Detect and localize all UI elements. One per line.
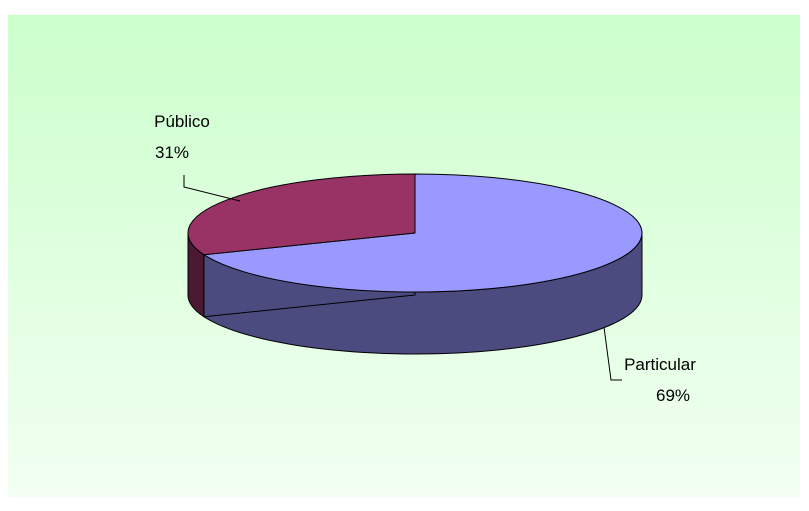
leader-line-particular xyxy=(603,326,622,381)
slice-percent-particular: 69% xyxy=(656,386,690,405)
slice-top-particular xyxy=(203,173,643,293)
slice-label-publico: Público xyxy=(154,112,210,131)
leader-line-publico xyxy=(183,175,241,202)
slice-top-publico xyxy=(187,173,416,256)
slice-percent-publico: 31% xyxy=(155,143,189,162)
pie-group xyxy=(187,173,643,355)
slice-label-particular: Particular xyxy=(624,355,696,374)
